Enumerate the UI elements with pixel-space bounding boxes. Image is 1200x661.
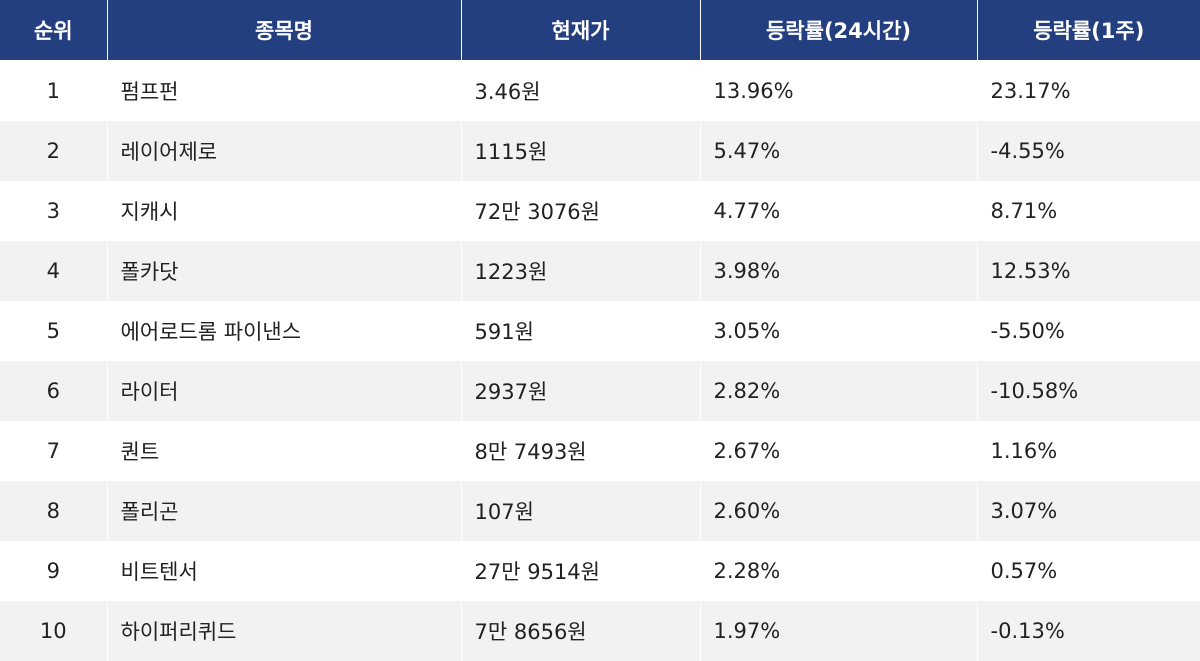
change-1w-cell: -4.55% (977, 121, 1200, 181)
rank-cell: 5 (0, 301, 108, 361)
change-1w-cell: 8.71% (977, 181, 1200, 241)
coin-name-cell: 에어로드롬 파이낸스 (107, 301, 462, 361)
price-cell: 1223원 (461, 241, 701, 301)
price-cell: 1115원 (461, 121, 701, 181)
table-row: 3 지캐시 72만 3076원 4.77% 8.71% (0, 181, 1200, 241)
rank-cell: 6 (0, 361, 108, 421)
change-24h-cell: 1.97% (700, 601, 978, 661)
table-row: 4 폴카닷 1223원 3.98% 12.53% (0, 241, 1200, 301)
coin-name-cell: 레이어제로 (107, 121, 462, 181)
table-body: 1 펌프펀 3.46원 13.96% 23.17% 2 레이어제로 1115원 5.47% -4.… (0, 60, 1200, 661)
coin-name-cell: 지캐시 (107, 181, 462, 241)
table-row: 5 에어로드롬 파이낸스 591원 3.05% -5.50% (0, 301, 1200, 361)
coin-name-cell: 비트텐서 (107, 541, 462, 601)
price-cell: 107원 (461, 481, 701, 541)
price-cell: 72만 3076원 (461, 181, 701, 241)
change-24h-cell: 5.47% (700, 121, 978, 181)
change-24h-cell: 3.98% (700, 241, 978, 301)
price-cell: 8만 7493원 (461, 421, 701, 481)
change-24h-cell: 4.77% (700, 181, 978, 241)
change-1w-cell: 0.57% (977, 541, 1200, 601)
coin-name-cell: 퀀트 (107, 421, 462, 481)
table-row: 10 하이퍼리퀴드 7만 8656원 1.97% -0.13% (0, 601, 1200, 661)
table-row: 9 비트텐서 27만 9514원 2.28% 0.57% (0, 541, 1200, 601)
change-1w-cell: -0.13% (977, 601, 1200, 661)
table-row: 2 레이어제로 1115원 5.47% -4.55% (0, 121, 1200, 181)
price-cell: 591원 (461, 301, 701, 361)
change-1w-cell: -5.50% (977, 301, 1200, 361)
change-24h-cell: 3.05% (700, 301, 978, 361)
coin-name-cell: 펌프펀 (107, 60, 462, 121)
change-1w-cell: 23.17% (977, 60, 1200, 121)
coin-name-cell: 폴카닷 (107, 241, 462, 301)
rank-cell: 4 (0, 241, 108, 301)
rank-cell: 2 (0, 121, 108, 181)
rank-cell: 10 (0, 601, 108, 661)
rank-cell: 1 (0, 60, 108, 121)
change-24h-cell: 2.82% (700, 361, 978, 421)
rank-cell: 7 (0, 421, 108, 481)
header-price: 현재가 (461, 0, 701, 61)
table-row: 8 폴리곤 107원 2.60% 3.07% (0, 481, 1200, 541)
header-rank: 순위 (0, 0, 108, 61)
table-header-row: 순위 종목명 현재가 등락률(24시간) 등락률(1주) (0, 0, 1200, 61)
change-24h-cell: 13.96% (700, 60, 978, 121)
header-change-1w: 등락률(1주) (977, 0, 1200, 61)
price-cell: 7만 8656원 (461, 601, 701, 661)
header-name: 종목명 (107, 0, 462, 61)
header-change-24h: 등락률(24시간) (700, 0, 978, 61)
table-row: 6 라이터 2937원 2.82% -10.58% (0, 361, 1200, 421)
table-row: 1 펌프펀 3.46원 13.96% 23.17% (0, 60, 1200, 121)
change-24h-cell: 2.67% (700, 421, 978, 481)
rank-cell: 9 (0, 541, 108, 601)
coin-name-cell: 하이퍼리퀴드 (107, 601, 462, 661)
change-1w-cell: 3.07% (977, 481, 1200, 541)
rank-cell: 8 (0, 481, 108, 541)
rank-cell: 3 (0, 181, 108, 241)
change-24h-cell: 2.60% (700, 481, 978, 541)
price-cell: 3.46원 (461, 60, 701, 121)
table-row: 7 퀀트 8만 7493원 2.67% 1.16% (0, 421, 1200, 481)
price-cell: 2937원 (461, 361, 701, 421)
coin-name-cell: 폴리곤 (107, 481, 462, 541)
change-1w-cell: -10.58% (977, 361, 1200, 421)
price-cell: 27만 9514원 (461, 541, 701, 601)
change-1w-cell: 12.53% (977, 241, 1200, 301)
change-24h-cell: 2.28% (700, 541, 978, 601)
coin-name-cell: 라이터 (107, 361, 462, 421)
change-1w-cell: 1.16% (977, 421, 1200, 481)
